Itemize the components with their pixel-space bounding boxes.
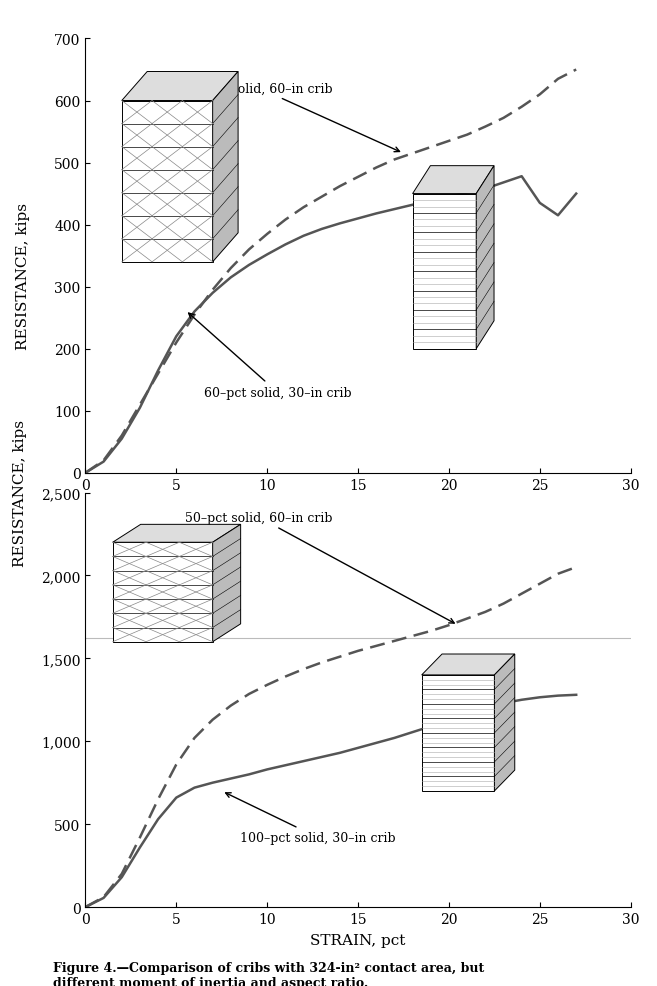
Text: RESISTANCE, kips: RESISTANCE, kips xyxy=(12,420,27,566)
Polygon shape xyxy=(413,167,494,194)
Text: Figure 4.—Comparison of cribs with 324-in² contact area, but
different moment of: Figure 4.—Comparison of cribs with 324-i… xyxy=(53,961,484,986)
Polygon shape xyxy=(495,655,514,791)
Polygon shape xyxy=(122,72,238,102)
Polygon shape xyxy=(422,655,514,675)
Polygon shape xyxy=(213,72,238,262)
Polygon shape xyxy=(476,167,494,349)
Polygon shape xyxy=(422,675,495,791)
Polygon shape xyxy=(213,525,240,642)
Text: 100–pct solid, 30–in crib: 100–pct solid, 30–in crib xyxy=(225,793,396,844)
X-axis label: STRAIN, pct: STRAIN, pct xyxy=(310,933,406,947)
Text: 60–pct solid, 30–in crib: 60–pct solid, 30–in crib xyxy=(189,314,351,399)
Text: 50–pct solid, 60–in crib: 50–pct solid, 60–in crib xyxy=(185,512,454,623)
Polygon shape xyxy=(113,525,240,542)
Polygon shape xyxy=(122,102,213,262)
Text: RESISTANCE, kips: RESISTANCE, kips xyxy=(16,203,30,349)
Polygon shape xyxy=(113,542,213,642)
Text: 30–pct solid, 60–in crib: 30–pct solid, 60–in crib xyxy=(185,83,399,153)
Polygon shape xyxy=(413,194,476,349)
